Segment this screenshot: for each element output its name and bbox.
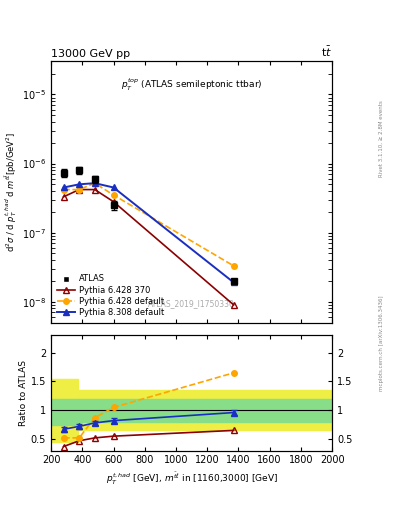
Text: ATLAS_2019_I1750330: ATLAS_2019_I1750330: [148, 299, 235, 308]
Text: mcplots.cern.ch [arXiv:1306.3436]: mcplots.cern.ch [arXiv:1306.3436]: [379, 295, 384, 391]
Y-axis label: d$^2\sigma$ / d $p_T^{t,had}$ d $m^{t\bar{\ell}}$[pb/GeV$^2$]: d$^2\sigma$ / d $p_T^{t,had}$ d $m^{t\ba…: [4, 132, 19, 252]
Text: Rivet 3.1.10, ≥ 2.8M events: Rivet 3.1.10, ≥ 2.8M events: [379, 100, 384, 177]
Y-axis label: Ratio to ATLAS: Ratio to ATLAS: [19, 360, 28, 426]
X-axis label: $p_T^{t,had}$ [GeV], $m^{\bar{t}\ell}$ in [1160,3000] [GeV]: $p_T^{t,had}$ [GeV], $m^{\bar{t}\ell}$ i…: [106, 471, 277, 487]
Legend: ATLAS, Pythia 6.428 370, Pythia 6.428 default, Pythia 8.308 default: ATLAS, Pythia 6.428 370, Pythia 6.428 de…: [55, 273, 165, 318]
Text: t$\bar{t}$: t$\bar{t}$: [321, 45, 332, 59]
Text: 13000 GeV pp: 13000 GeV pp: [51, 49, 130, 59]
Text: $p_T^{top}$ (ATLAS semileptonic ttbar): $p_T^{top}$ (ATLAS semileptonic ttbar): [121, 77, 263, 93]
